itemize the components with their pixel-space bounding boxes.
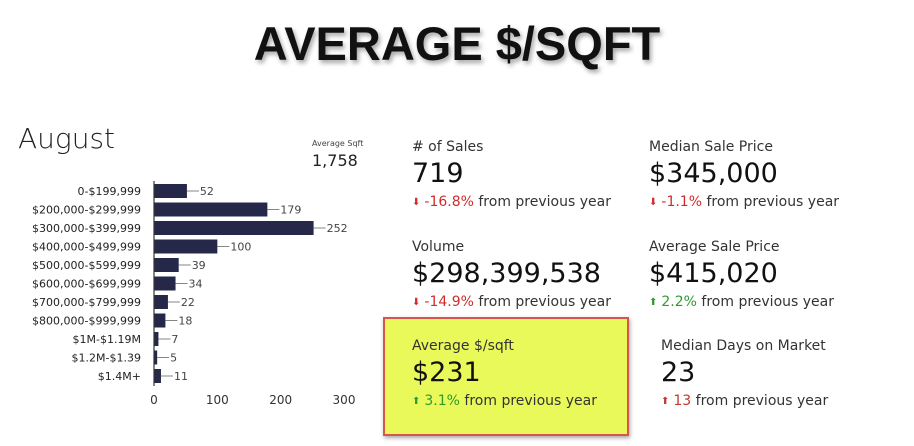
bar	[154, 295, 168, 309]
x-tick-label: 0	[150, 393, 158, 407]
stat-suffix: from previous year	[464, 393, 597, 409]
stat-pct: -16.8%	[424, 194, 474, 210]
category-label: 0-$199,999	[78, 185, 141, 198]
category-label: $1M-$1.19M	[73, 333, 141, 346]
stat-label: Volume	[412, 239, 465, 255]
stat-suffix: from previous year	[701, 294, 834, 310]
stat-volume: Volume $298,399,538 ⬇ -14.9% from previou…	[412, 239, 611, 310]
stat-change: ⬇ -1.1% from previous year	[649, 194, 839, 210]
x-tick-label: 100	[206, 393, 229, 407]
category-label: $500,000-$599,999	[32, 259, 141, 272]
stat-change: ⬆ 3.1% from previous year	[412, 393, 597, 409]
bar	[154, 350, 158, 365]
category-label: $700,000-$799,999	[32, 296, 141, 309]
data-label: 252	[327, 222, 348, 235]
stat-pct: 13	[673, 393, 692, 409]
stat-pct: 3.1%	[424, 393, 460, 409]
stat-suffix: from previous year	[695, 393, 829, 409]
stat-value: $415,020	[649, 258, 778, 289]
category-label: $300,000-$399,999	[32, 222, 141, 235]
stat-median-price: Median Sale Price $345,000 ⬇ -1.1% from p…	[649, 139, 839, 210]
arrow-down-icon: ⬇	[412, 197, 421, 208]
stat-change: ⬆ 2.2% from previous year	[649, 294, 834, 310]
arrow-up-icon: ⬆	[661, 396, 670, 407]
data-label: 34	[189, 278, 203, 291]
stat-label: Average $/sqft	[412, 338, 514, 354]
data-label: 52	[200, 185, 214, 198]
bar	[154, 202, 268, 217]
month-label: August	[18, 122, 116, 155]
bar	[154, 332, 159, 346]
average-sqft-label: Average Sqft	[312, 139, 364, 148]
stat-value: $231	[412, 357, 481, 388]
bar	[154, 369, 161, 383]
stat-value: $298,399,538	[412, 258, 601, 289]
stat-value: 719	[412, 158, 464, 189]
x-tick-label: 300	[333, 393, 356, 407]
arrow-up-icon: ⬆	[412, 396, 421, 407]
data-label: 18	[178, 315, 192, 328]
stat-suffix: from previous year	[478, 294, 611, 310]
bar	[154, 239, 218, 254]
data-label: 100	[230, 241, 251, 254]
stat-sales: # of Sales 719 ⬇ -16.8% from previous yea…	[412, 139, 611, 210]
stat-average-price: Average Sale Price $415,020 ⬆ 2.2% from p…	[649, 239, 834, 310]
arrow-up-icon: ⬆	[649, 297, 658, 308]
stat-label: Median Sale Price	[649, 139, 773, 155]
highlight-box	[383, 317, 629, 436]
data-label: 179	[280, 204, 301, 217]
data-label: 39	[192, 259, 206, 272]
stat-label: Average Sale Price	[649, 239, 780, 255]
arrow-down-icon: ⬇	[412, 297, 421, 308]
category-label: $800,000-$999,999	[32, 315, 141, 328]
data-label: 5	[170, 352, 177, 365]
category-label: $1.4M+	[98, 370, 141, 383]
bar	[154, 258, 179, 272]
stat-label: Median Days on Market	[661, 338, 826, 354]
stat-median-dom: Median Days on Market 23 ⬆ 13 from previo…	[661, 338, 828, 409]
stat-average-psf: Average $/sqft $231 ⬆ 3.1% from previous …	[412, 338, 597, 409]
data-label: 22	[181, 296, 195, 309]
stat-change: ⬆ 13 from previous year	[661, 393, 828, 409]
bar	[154, 276, 176, 291]
stat-pct: -14.9%	[424, 294, 474, 310]
stat-suffix: from previous year	[478, 194, 611, 210]
category-label: $1.2M-$1.39	[72, 352, 141, 365]
bar	[154, 184, 187, 198]
stat-value: $345,000	[649, 158, 778, 189]
page-title: AVERAGE $/SQFT	[253, 17, 661, 70]
stat-value: 23	[661, 357, 696, 388]
category-label: $600,000-$699,999	[32, 278, 141, 291]
average-sqft-value: 1,758	[312, 151, 358, 170]
stat-pct: 2.2%	[661, 294, 697, 310]
category-label: $400,000-$499,999	[32, 241, 141, 254]
bar	[154, 313, 166, 328]
category-label: $200,000-$299,999	[32, 204, 141, 217]
stat-change: ⬇ -16.8% from previous year	[412, 194, 611, 210]
stat-change: ⬇ -14.9% from previous year	[412, 294, 611, 310]
bar	[154, 221, 314, 235]
data-label: 11	[174, 370, 188, 383]
stat-suffix: from previous year	[706, 194, 840, 210]
stat-label: # of Sales	[412, 139, 484, 155]
stat-pct: -1.1%	[661, 194, 703, 210]
x-tick-label: 200	[269, 393, 292, 407]
arrow-down-icon: ⬇	[649, 197, 658, 208]
data-label: 7	[171, 333, 178, 346]
